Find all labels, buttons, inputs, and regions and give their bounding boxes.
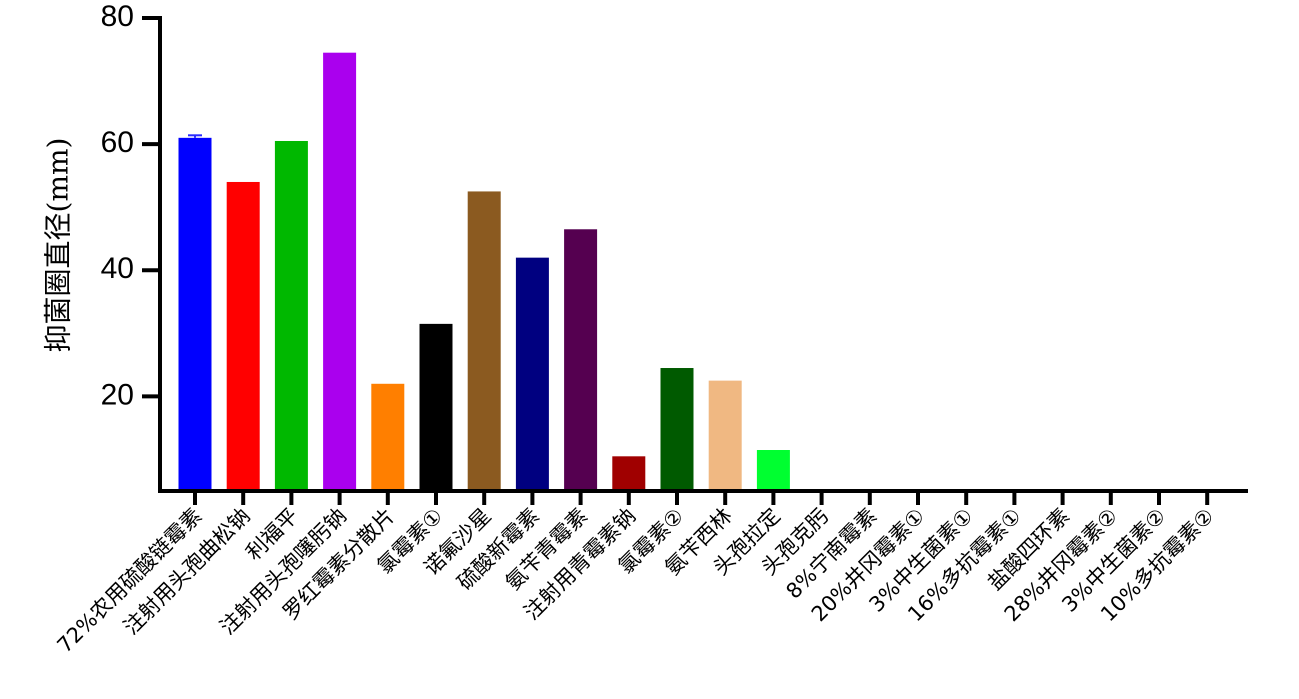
bar [226,181,260,491]
bar [515,257,549,491]
bar [323,52,357,491]
bars-group [178,52,790,492]
y-tick-label: 40 [101,252,134,285]
bar [708,380,742,491]
bar [178,137,212,491]
bar [274,140,308,492]
bar [756,450,790,491]
error-bars-group [188,134,202,138]
bar [564,229,598,492]
y-tick-label: 80 [101,0,134,33]
bar [371,383,405,491]
bar [419,323,453,491]
y-tick-label: 60 [101,126,134,159]
y-tick-label: 20 [101,378,134,411]
y-axis-label: 抑菌圈直径(mm) [42,138,75,353]
x-ticks-group: 72%农用硫酸链霉素注射用头孢曲松钠利福平注射用头孢噻肟钠罗红霉素分散片氯霉素①… [53,491,1219,657]
bar [467,191,501,491]
y-ticks-group: 20 40 60 80 [101,0,160,411]
bar [660,368,694,491]
bar [612,456,646,491]
